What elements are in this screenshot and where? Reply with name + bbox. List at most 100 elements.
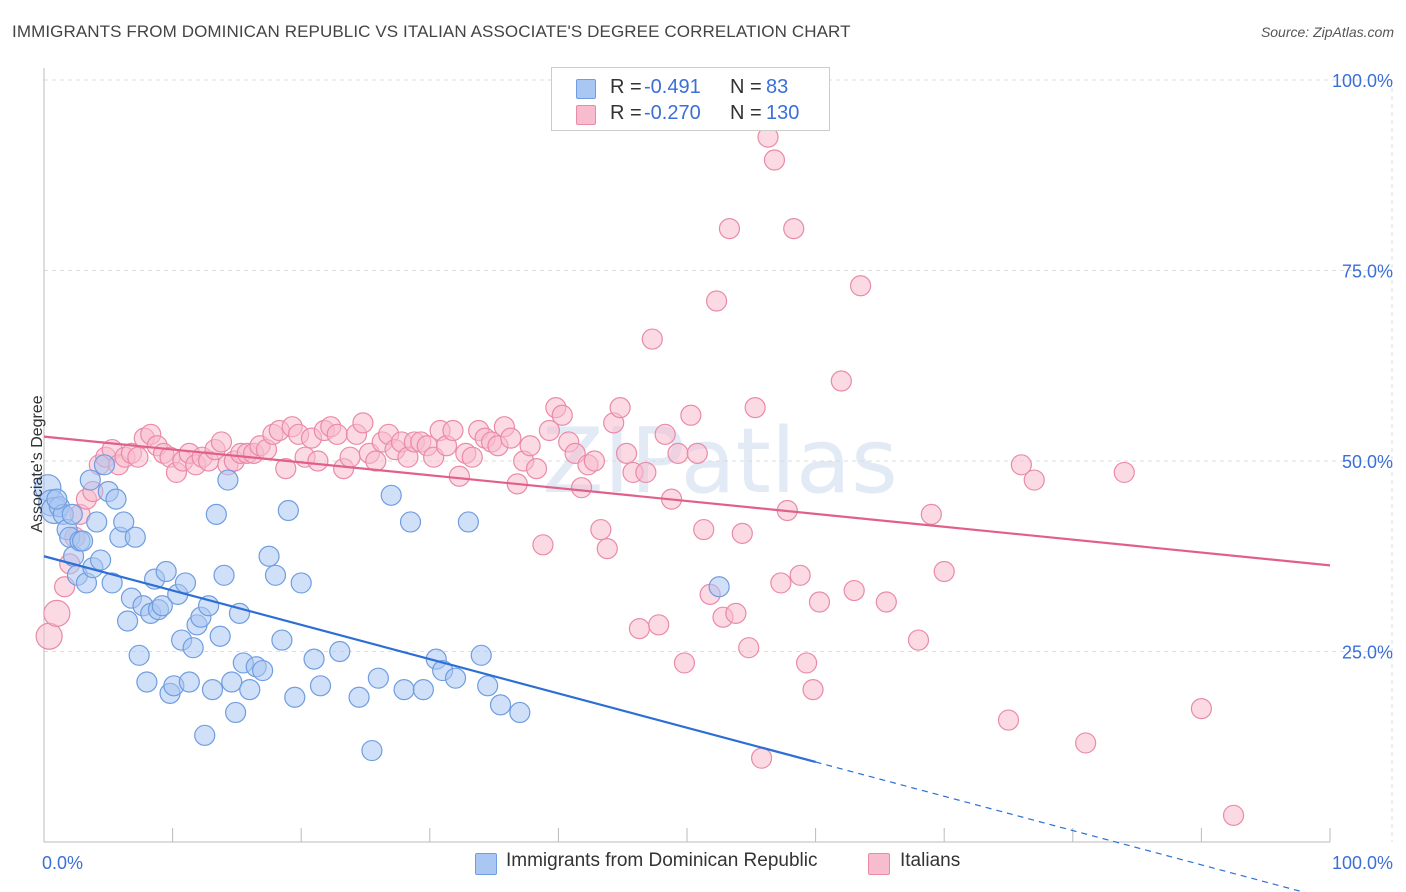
italians-point bbox=[307, 450, 329, 472]
dominican-point bbox=[217, 469, 239, 491]
italians-point bbox=[525, 458, 548, 480]
italians-point bbox=[738, 637, 760, 659]
italians-point bbox=[442, 419, 464, 442]
italians-point bbox=[590, 518, 612, 541]
italians-point bbox=[551, 404, 573, 426]
y-axis-label: Associate's Degree bbox=[29, 395, 46, 533]
italians-point bbox=[641, 328, 663, 350]
italians-point bbox=[1023, 469, 1045, 491]
legend-label-italians: Italians bbox=[900, 850, 961, 871]
dominican-point bbox=[348, 686, 370, 708]
legend-n-value: 83 bbox=[766, 76, 789, 98]
dominican-point bbox=[225, 701, 247, 724]
dominican-point bbox=[86, 511, 108, 533]
dominican-point bbox=[239, 678, 261, 701]
dominican-point bbox=[128, 644, 150, 666]
italians-point bbox=[875, 591, 897, 613]
chart-title: IMMIGRANTS FROM DOMINICAN REPUBLIC VS IT… bbox=[12, 22, 851, 41]
dominican-trend-extension bbox=[815, 761, 1306, 892]
italians-point bbox=[127, 446, 149, 468]
legend-label-dominican: Immigrants from Dominican Republic bbox=[506, 850, 818, 871]
dominican-points bbox=[34, 454, 730, 762]
italians-point bbox=[907, 629, 930, 651]
italians-point bbox=[635, 461, 657, 484]
dominican-point bbox=[457, 511, 479, 533]
dominican-point bbox=[399, 511, 422, 533]
dominican-trend-line bbox=[43, 555, 816, 764]
dominican-point bbox=[209, 625, 231, 647]
italians-point bbox=[210, 431, 233, 453]
italians-point bbox=[448, 465, 470, 487]
dominican-point bbox=[393, 678, 415, 701]
dominican-point bbox=[194, 724, 216, 746]
dominican-point bbox=[61, 503, 83, 525]
italians-point bbox=[783, 217, 805, 240]
dominican-point bbox=[444, 667, 467, 689]
italians-point bbox=[693, 518, 715, 541]
italians-point bbox=[519, 435, 541, 457]
legend-row-dominican: R = -0.491 N = 83 bbox=[552, 76, 829, 102]
italians-point bbox=[275, 458, 297, 480]
italians-point bbox=[686, 442, 708, 464]
italians-point bbox=[583, 450, 606, 472]
italians-point bbox=[933, 560, 955, 583]
dominican-point bbox=[367, 667, 389, 689]
y-tick-label: 100.0% bbox=[1332, 71, 1393, 91]
dominican-point bbox=[329, 640, 351, 663]
dominican-point bbox=[124, 526, 146, 548]
italians-point bbox=[461, 446, 483, 468]
italians-point bbox=[795, 652, 818, 674]
italians-point bbox=[725, 602, 747, 625]
italians-point bbox=[763, 149, 786, 171]
italians-point bbox=[718, 217, 741, 240]
gridlines bbox=[44, 79, 1393, 842]
dominican-point bbox=[71, 530, 94, 552]
legend-swatch-pink bbox=[576, 105, 596, 125]
dominican-point bbox=[89, 549, 112, 571]
dominican-point bbox=[277, 499, 299, 522]
italians-point bbox=[680, 404, 702, 426]
dominican-point bbox=[221, 671, 243, 693]
italians-point bbox=[850, 275, 872, 297]
italians-point bbox=[570, 477, 593, 499]
dominican-point bbox=[412, 678, 434, 701]
legend-n-label: N = bbox=[730, 102, 762, 124]
italians-point bbox=[750, 747, 773, 769]
dominican-point bbox=[93, 454, 116, 476]
y-tick-label: 75.0% bbox=[1342, 262, 1393, 282]
x-tick-label-max: 100.0% bbox=[1332, 853, 1393, 873]
dominican-point bbox=[101, 572, 123, 594]
legend-swatch-blue bbox=[475, 853, 497, 875]
dominican-point bbox=[290, 572, 312, 594]
italians-point bbox=[500, 427, 522, 449]
italians-trend-line bbox=[43, 435, 1331, 567]
dominican-point bbox=[182, 637, 204, 659]
italians-point bbox=[326, 423, 348, 445]
italians-point bbox=[830, 370, 852, 392]
italians-point bbox=[997, 709, 1020, 731]
dominican-point bbox=[509, 701, 531, 724]
dominican-point bbox=[264, 564, 287, 586]
legend-n-value: 130 bbox=[766, 102, 800, 124]
dominican-point bbox=[477, 675, 499, 697]
y-tick-label: 25.0% bbox=[1342, 643, 1393, 663]
dominican-point bbox=[113, 511, 135, 533]
correlation-legend: R = -0.491 N = 83 R = -0.270 N = 130 bbox=[551, 67, 830, 131]
x-tick-labels: 0.0% 100.0% bbox=[42, 853, 1393, 873]
italians-point bbox=[1075, 732, 1097, 754]
legend-n-label: N = bbox=[730, 76, 762, 98]
italians-point bbox=[609, 397, 631, 419]
italians-point bbox=[1222, 804, 1245, 826]
dominican-point bbox=[309, 675, 332, 697]
dominican-point bbox=[271, 629, 293, 651]
dominican-point bbox=[284, 686, 306, 708]
italians-point bbox=[808, 591, 831, 613]
italians-point bbox=[843, 579, 865, 602]
italians-point bbox=[596, 538, 618, 560]
italians-point bbox=[667, 442, 689, 464]
dominican-point bbox=[116, 610, 139, 632]
italians-point bbox=[673, 652, 696, 674]
dominican-point bbox=[136, 671, 158, 693]
italians-point bbox=[615, 442, 638, 464]
